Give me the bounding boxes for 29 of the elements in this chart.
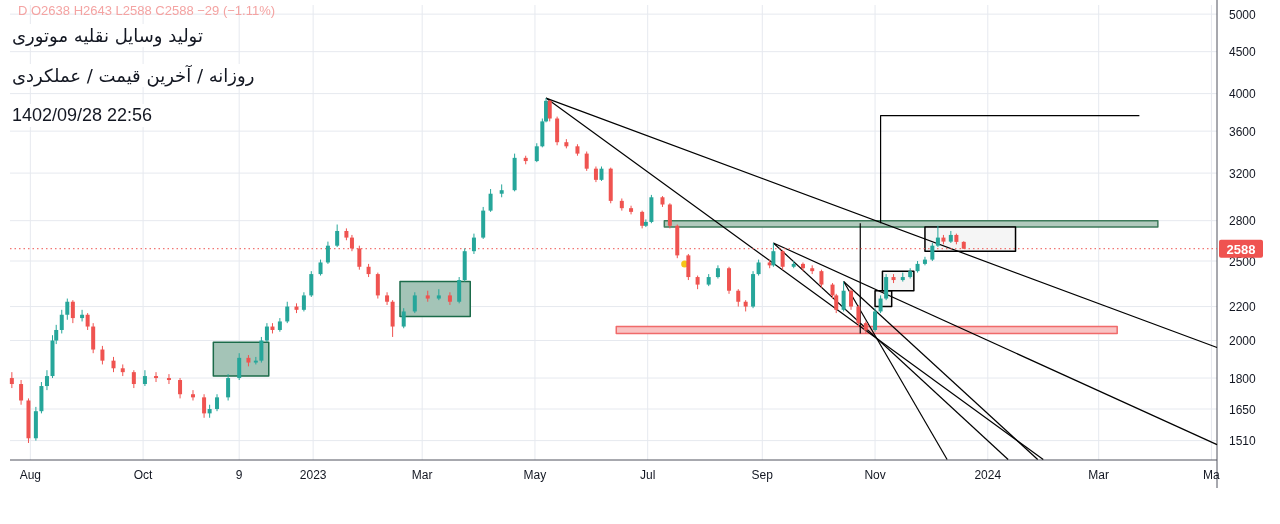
annotation: 1402/09/28 22:56 — [8, 104, 157, 127]
text: تولید وسایل نقلیه موتوری — [8, 24, 207, 47]
x-tick-label: Ma — [1203, 468, 1221, 482]
y-tick-label: 1510 — [1229, 434, 1257, 449]
y-tick-label: 3600 — [1229, 124, 1257, 139]
y-tick-label: 3200 — [1229, 166, 1257, 181]
annotation: D O2638 H2643 L2588 C2588 −29 (−1.11%) — [17, 2, 277, 19]
x-tick-label: Oct — [133, 468, 154, 482]
y-tick-label: 2800 — [1229, 214, 1257, 229]
text: روزانه / آخرین قیمت / عملکردی — [8, 64, 259, 87]
x-tick-label: Mar — [1088, 468, 1110, 482]
x-tick-label: Aug — [19, 468, 42, 482]
x-tick-label: Nov — [864, 468, 886, 482]
ref-line-label: 2588 — [1226, 241, 1256, 257]
y-tick-label: 4500 — [1229, 45, 1257, 60]
y-tick-label: 2200 — [1229, 300, 1257, 315]
x-tick-label: 9 — [235, 468, 243, 482]
x-tick-label: 2023 — [299, 468, 327, 482]
y-tick-label: 1800 — [1229, 371, 1257, 386]
y-tick-label: 2500 — [1229, 254, 1257, 269]
y-tick-label: 4000 — [1229, 87, 1257, 102]
x-tick-label: 2024 — [974, 468, 1002, 482]
y-tick-label: 2000 — [1229, 334, 1257, 349]
x-tick-label: Sep — [751, 468, 774, 482]
y-tick-label: 5000 — [1229, 7, 1257, 22]
x-tick-label: Mar — [411, 468, 433, 482]
x-tick-label: Jul — [640, 468, 656, 482]
x-tick-label: May — [523, 468, 547, 482]
y-tick-label: 1650 — [1229, 402, 1257, 417]
